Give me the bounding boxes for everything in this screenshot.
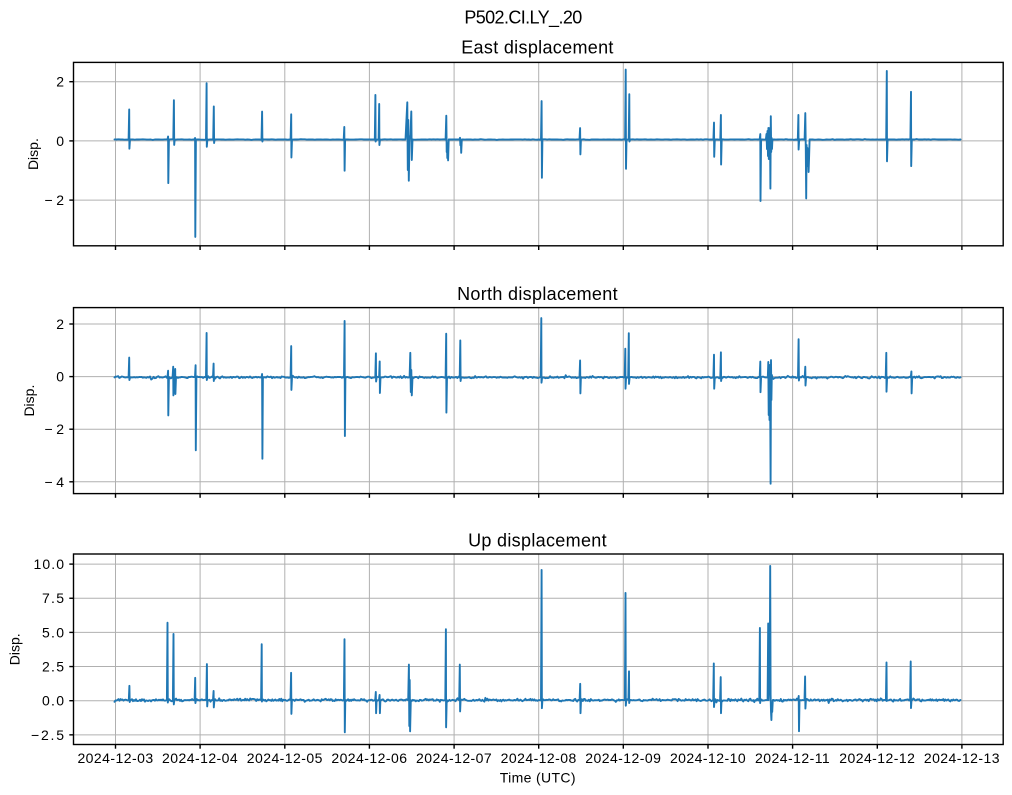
svg-text:2.5: 2.5 [42, 659, 64, 675]
svg-text:7.5: 7.5 [42, 590, 64, 606]
svg-text:5.0: 5.0 [42, 624, 64, 640]
svg-text:North displacement: North displacement [457, 284, 618, 304]
svg-text:Disp.: Disp. [21, 385, 37, 417]
svg-text:10.0: 10.0 [34, 556, 65, 572]
svg-text:−4: −4 [45, 474, 65, 490]
svg-text:−2: −2 [45, 421, 65, 437]
svg-text:2024-12-09: 2024-12-09 [585, 750, 661, 766]
svg-text:2024-12-03: 2024-12-03 [77, 750, 153, 766]
svg-text:Disp.: Disp. [7, 633, 23, 665]
svg-text:0.0: 0.0 [42, 693, 64, 709]
svg-text:2024-12-11: 2024-12-11 [755, 750, 830, 766]
svg-text:2024-12-05: 2024-12-05 [247, 750, 323, 766]
svg-text:2024-12-12: 2024-12-12 [839, 750, 915, 766]
svg-text:0: 0 [56, 369, 64, 385]
svg-text:−2: −2 [45, 192, 65, 208]
svg-text:P502.CI.LY_.20: P502.CI.LY_.20 [464, 7, 582, 28]
svg-text:2024-12-06: 2024-12-06 [331, 750, 407, 766]
svg-text:0: 0 [56, 133, 64, 149]
svg-text:2024-12-13: 2024-12-13 [924, 750, 1000, 766]
svg-text:2024-12-08: 2024-12-08 [501, 750, 577, 766]
svg-text:Time (UTC): Time (UTC) [500, 770, 576, 786]
svg-text:2: 2 [56, 74, 64, 90]
svg-text:East displacement: East displacement [461, 38, 614, 58]
svg-text:2024-12-04: 2024-12-04 [162, 750, 238, 766]
svg-text:2: 2 [56, 316, 64, 332]
svg-text:−2.5: −2.5 [31, 727, 64, 743]
svg-text:Disp.: Disp. [25, 138, 41, 170]
svg-text:Up displacement: Up displacement [468, 531, 607, 551]
svg-text:2024-12-07: 2024-12-07 [416, 750, 492, 766]
svg-text:2024-12-10: 2024-12-10 [670, 750, 746, 766]
